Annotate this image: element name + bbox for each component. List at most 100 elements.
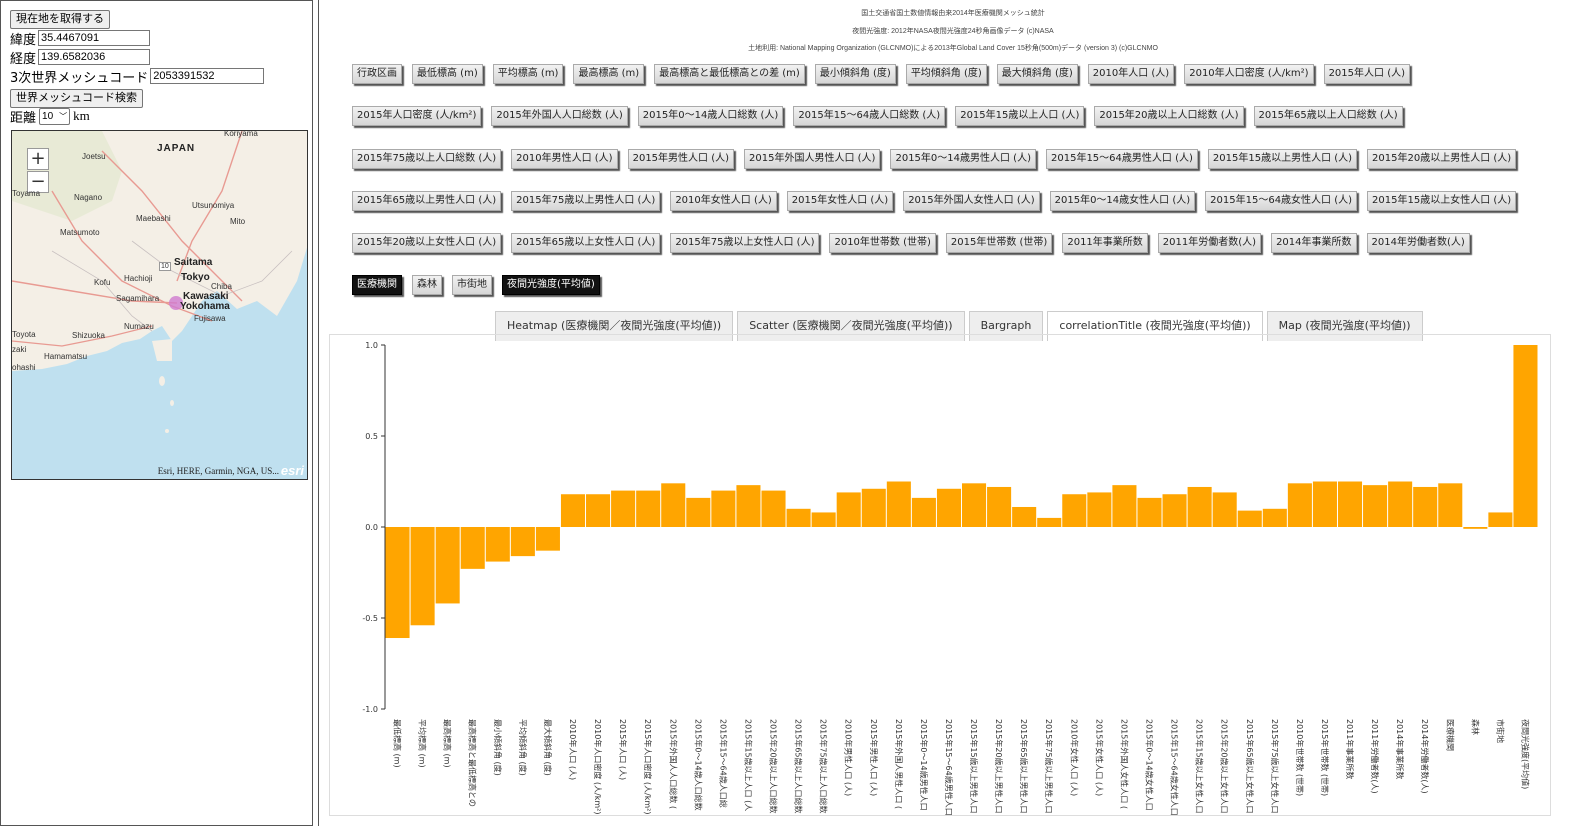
variable-button[interactable]: 2015年65歳以上女性人口 (人) <box>511 233 661 253</box>
variable-button[interactable]: 最大傾斜角 (度) <box>996 64 1078 84</box>
bar <box>560 494 586 527</box>
variable-button[interactable]: 平均傾斜角 (度) <box>905 64 987 84</box>
x-tick-label: 2010年世帯数 (世帯) <box>1295 719 1305 796</box>
x-tick-label: 2015年女性人口 (人) <box>1094 719 1104 796</box>
zoom-out-button[interactable]: − <box>27 171 49 193</box>
x-tick-label: 最大傾斜角 (度) <box>543 719 553 776</box>
bar <box>786 508 811 527</box>
variable-button[interactable]: 最小傾斜角 (度) <box>814 64 896 84</box>
city-label: Joetsu <box>82 152 106 161</box>
variable-button[interactable]: 2015年20歳以上男性人口 (人) <box>1367 149 1517 169</box>
bar <box>1187 486 1212 527</box>
variable-button[interactable]: 2015年0～14歳女性人口 (人) <box>1049 191 1196 211</box>
variable-button[interactable]: 2015年人口 (人) <box>1323 64 1410 84</box>
variable-button[interactable]: 2015年15歳以上人口 (人) <box>955 106 1085 126</box>
chart-svg: 1.0 0.5 0.0 -0.5 -1.0 最低標高 (m) 平均標高 (m) 最高標高 (m… <box>362 341 1538 816</box>
variable-button[interactable]: 2015年世帯数 (世帯) <box>945 233 1053 253</box>
variable-button[interactable]: 2011年事業所数 <box>1062 233 1148 253</box>
bar <box>510 527 535 557</box>
bar <box>886 481 911 527</box>
variable-button[interactable]: 2015年20歳以上人口総数 (人) <box>1094 106 1244 126</box>
variable-button[interactable]: 最高標高と最低標高との差 (m) <box>654 64 805 84</box>
map-view[interactable]: + − Koriyama JAPAN Joetsu Toyama Nagano … <box>11 130 308 480</box>
variable-button[interactable]: 2015年65歳以上男性人口 (人) <box>352 191 502 211</box>
selected-variable-button[interactable]: 夜間光強度(平均値) <box>502 275 600 295</box>
variable-button[interactable]: 2015年15～64歳人口総数 (人) <box>793 106 946 126</box>
x-tick-label: 森林 <box>1470 719 1480 735</box>
tab-bargraph[interactable]: Bargraph <box>968 311 1044 341</box>
x-tick-label: 2015年65歳以上女性人口 <box>1245 719 1255 814</box>
x-tick-label: 最高標高 (m) <box>443 719 453 768</box>
variable-button[interactable]: 2015年75歳以上人口総数 (人) <box>352 149 502 169</box>
variable-button[interactable]: 2010年人口 (人) <box>1087 64 1175 84</box>
bar <box>861 488 886 527</box>
x-tick-label: 2010年人口密度 (人/km²) <box>593 719 603 814</box>
variable-button[interactable]: 2015年0～14歳男性人口 (人) <box>890 149 1036 169</box>
variable-button[interactable]: 2010年世帯数 (世帯) <box>829 233 936 253</box>
variable-button[interactable]: 2015年男性人口 (人) <box>627 149 735 169</box>
variable-button[interactable]: 2015年外国人人口総数 (人) <box>491 106 628 126</box>
variable-button[interactable]: 2010年男性人口 (人) <box>511 149 618 169</box>
variable-button[interactable]: 2015年65歳以上人口総数 (人) <box>1253 106 1403 126</box>
x-tick-label: 最高標高と最低標高との <box>468 719 478 807</box>
bar <box>1363 485 1388 527</box>
mesh-code-input[interactable] <box>150 68 265 84</box>
variable-button[interactable]: 2015年15～64歳女性人口 (人) <box>1205 191 1358 211</box>
highway-3 <box>12 280 178 304</box>
city-label: Mito <box>230 217 246 226</box>
tab-correlation[interactable]: correlationTitle (夜間光強度(平均値)) <box>1047 311 1263 341</box>
variable-button[interactable]: 2015年20歳以上女性人口 (人) <box>352 233 502 253</box>
variable-button[interactable]: 2015年0～14歳人口総数 (人) <box>637 106 784 126</box>
longitude-input[interactable] <box>38 49 151 65</box>
variable-button[interactable]: 2015年75歳以上女性人口 (人) <box>670 233 820 253</box>
tab-map[interactable]: Map (夜間光強度(平均値)) <box>1266 311 1423 341</box>
selected-variable-button[interactable]: 医療機関 <box>352 275 402 295</box>
bar <box>1062 494 1087 527</box>
variable-button[interactable]: 2010年人口密度 (人/km²) <box>1184 64 1314 84</box>
mesh-code-search-button[interactable]: 世界メッシュコード検索 <box>10 89 143 108</box>
latitude-input[interactable] <box>38 30 151 46</box>
x-tick-label: 2015年65歳以上人口総数 <box>794 719 804 814</box>
distance-unit: km <box>73 108 90 123</box>
x-tick-label: 夜間光強度(平均値) <box>1520 719 1530 789</box>
x-tick-label: 2015年75歳以上女性人口 <box>1270 719 1280 814</box>
x-tick-label: 2015年15～64歳人口総 <box>718 719 728 808</box>
variable-button[interactable]: 2015年75歳以上男性人口 (人) <box>511 191 661 211</box>
bar <box>1162 494 1187 527</box>
variable-button[interactable]: 平均標高 (m) <box>492 64 564 84</box>
selected-variable-button[interactable]: 市街地 <box>452 275 492 295</box>
variable-button[interactable]: 2015年15～64歳男性人口 (人) <box>1046 149 1198 169</box>
bar <box>1012 506 1037 527</box>
variable-button[interactable]: 行政区画 <box>352 64 402 84</box>
x-tick-label: 2011年労働者数(人) <box>1370 719 1380 794</box>
variable-button[interactable]: 2015年人口密度 (人/km²) <box>352 106 482 126</box>
distance-select[interactable]: 10 ﹀ <box>39 107 71 125</box>
city-label: Koriyama <box>224 130 258 138</box>
city-label: Chiba <box>211 282 232 291</box>
city-label: Kofu <box>94 278 111 287</box>
y-tick-label: 0.5 <box>365 432 378 441</box>
bar <box>410 527 435 626</box>
variable-button[interactable]: 2015年女性人口 (人) <box>786 191 894 211</box>
bar <box>1337 481 1363 527</box>
variable-button[interactable]: 2015年外国人女性人口 (人) <box>903 191 1040 211</box>
tab-heatmap[interactable]: Heatmap (医療機関／夜間光強度(平均値)) <box>495 311 734 341</box>
variable-button[interactable]: 2015年15歳以上男性人口 (人) <box>1207 149 1358 169</box>
tab-scatter[interactable]: Scatter (医療機関／夜間光強度(平均値)) <box>737 311 965 341</box>
variable-button[interactable]: 2015年外国人男性人口 (人) <box>744 149 881 169</box>
variable-button[interactable]: 最高標高 (m) <box>573 64 645 84</box>
variable-button[interactable]: 2015年15歳以上女性人口 (人) <box>1367 191 1517 211</box>
variable-button[interactable]: 2011年労働者数(人) <box>1157 233 1262 253</box>
variable-button[interactable]: 2010年女性人口 (人) <box>670 191 777 211</box>
bar <box>1513 345 1538 527</box>
variable-button[interactable]: 2014年事業所数 <box>1271 233 1357 253</box>
variable-button[interactable]: 最低標高 (m) <box>412 64 483 84</box>
variable-button[interactable]: 2014年労働者数(人) <box>1366 233 1470 253</box>
highway-5 <box>12 325 153 347</box>
zoom-in-button[interactable]: + <box>27 148 49 170</box>
bar <box>661 483 686 527</box>
y-tick-label: 0.0 <box>365 523 378 532</box>
selected-variable-button[interactable]: 森林 <box>412 275 442 295</box>
get-location-button[interactable]: 現在地を取得する <box>10 10 110 29</box>
x-tick-label: 市街地 <box>1495 719 1505 743</box>
